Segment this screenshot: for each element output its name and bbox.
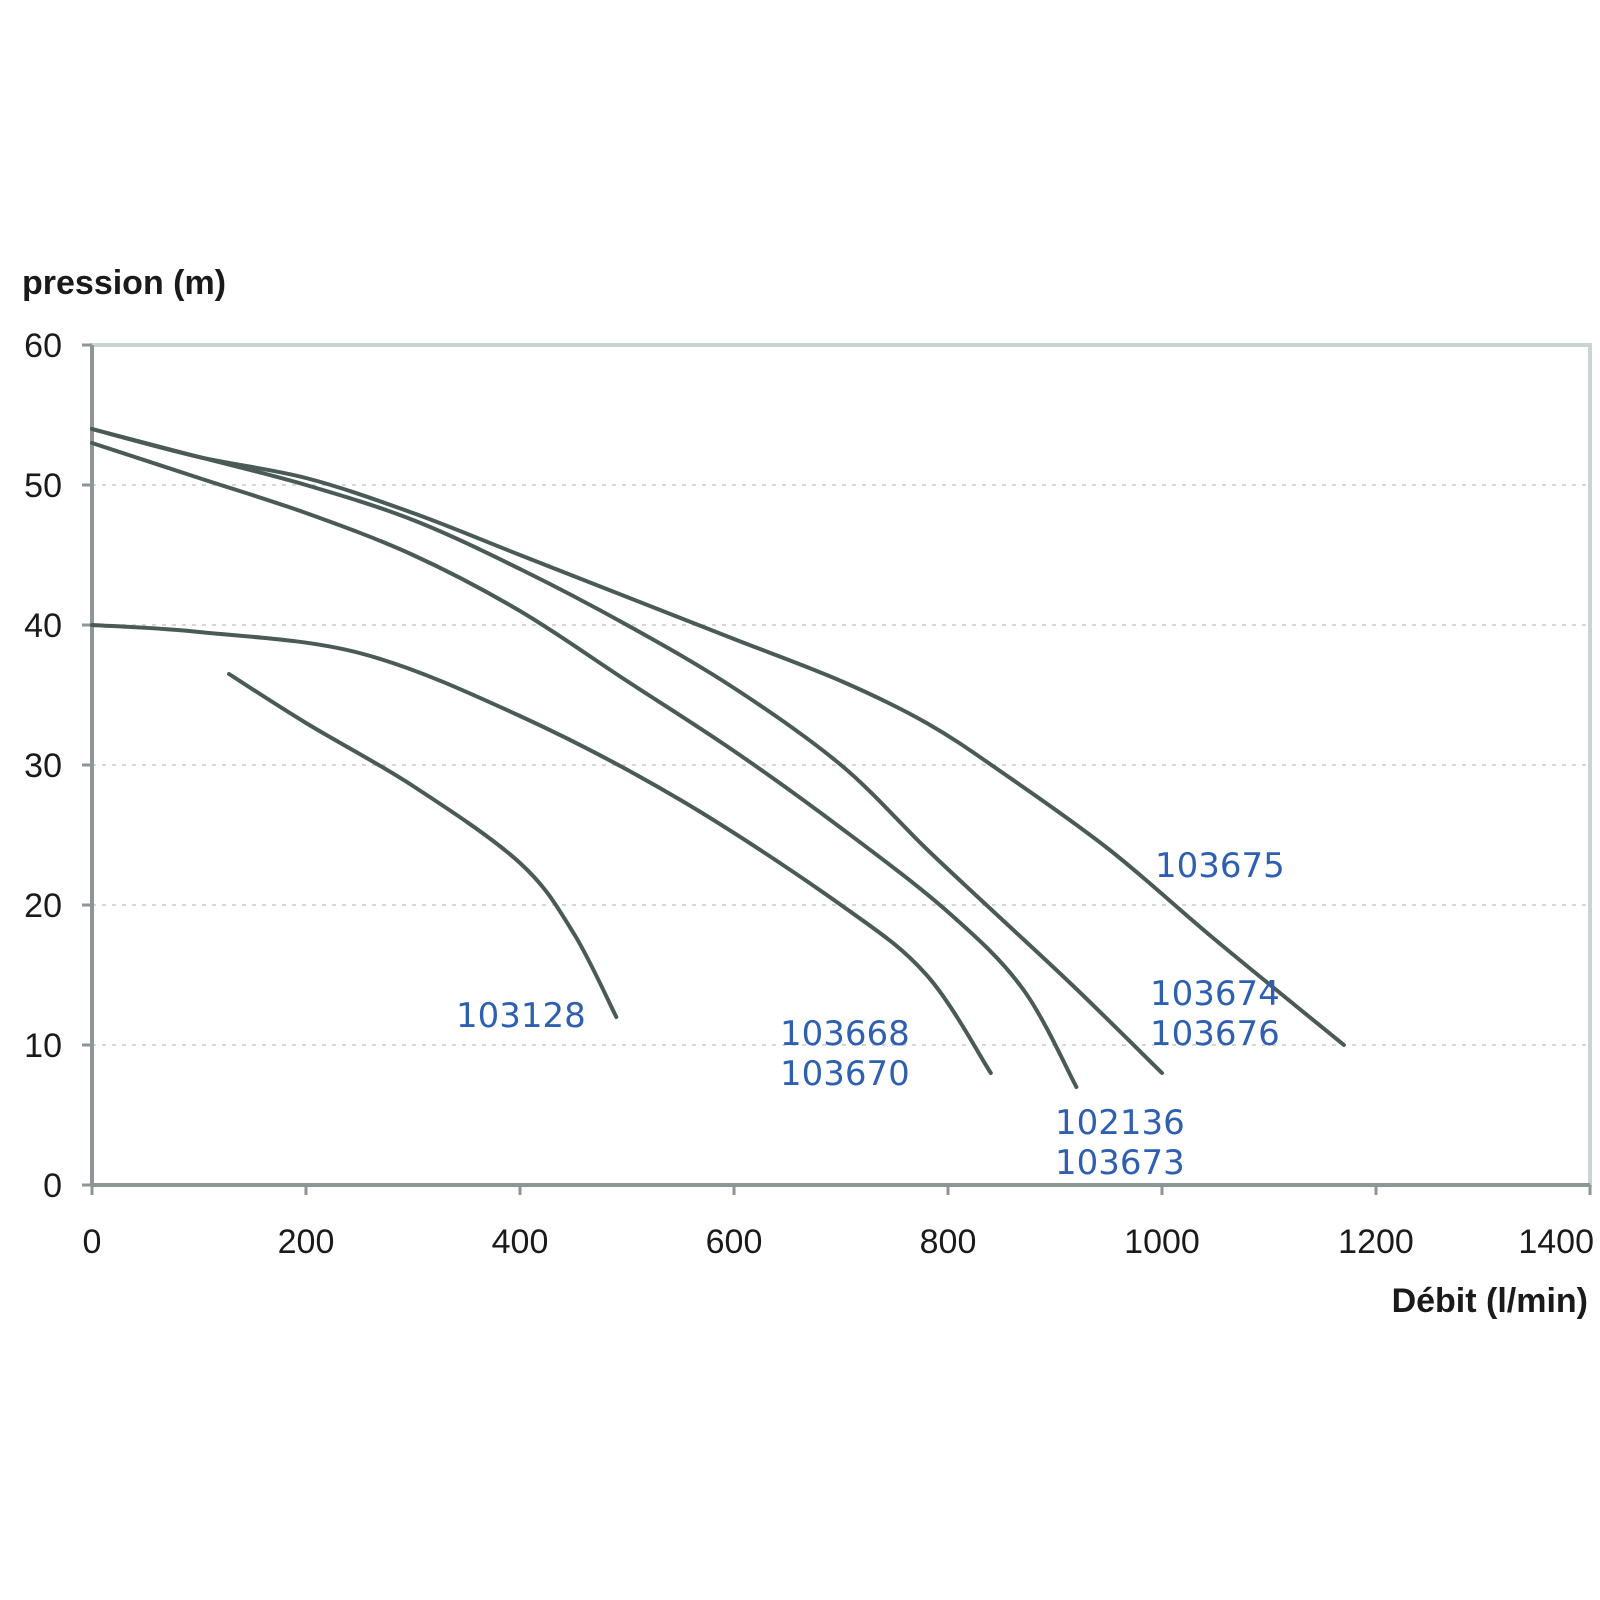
y-tick-label: 10 — [24, 1027, 62, 1065]
y-axis-title: pression (m) — [22, 264, 226, 302]
curve-layer — [90, 427, 1346, 1089]
y-tick-label: 50 — [24, 467, 62, 505]
curve-103675 — [90, 427, 1346, 1047]
curve-label-103674: 103674 — [1150, 974, 1280, 1014]
curve-label-103668: 103668 — [780, 1014, 910, 1054]
curve-103128 — [227, 672, 619, 1019]
y-tick-label: 60 — [24, 327, 62, 365]
curve-label-103670: 103670 — [780, 1054, 910, 1094]
curve-102136-103673 — [90, 441, 1079, 1089]
x-tick-label: 600 — [706, 1223, 763, 1261]
curve-103674-103676 — [90, 427, 1164, 1075]
curve-label-103128: 103128 — [456, 996, 586, 1036]
curve-label-103676: 103676 — [1150, 1014, 1280, 1054]
y-tick-label: 0 — [43, 1167, 62, 1205]
curve-label-103673: 103673 — [1055, 1143, 1185, 1183]
y-tick-label: 30 — [24, 747, 62, 785]
curve-label-103675: 103675 — [1155, 846, 1285, 886]
x-tick-label: 1000 — [1124, 1223, 1200, 1261]
y-tick-label: 20 — [24, 887, 62, 925]
x-tick-label: 1400 — [1518, 1223, 1594, 1261]
x-tick-label: 0 — [83, 1223, 102, 1261]
x-tick-label: 200 — [278, 1223, 335, 1261]
y-tick-label: 40 — [24, 607, 62, 645]
x-axis-title: Débit (l/min) — [1392, 1282, 1588, 1320]
x-tick-label: 800 — [920, 1223, 977, 1261]
x-tick-label: 400 — [492, 1223, 549, 1261]
curve-label-102136: 102136 — [1055, 1103, 1185, 1143]
curve-103668-103670 — [90, 623, 993, 1075]
curve-label-layer: 103128 1036681036701021361036731036741036… — [456, 846, 1285, 1183]
x-tick-label: 1200 — [1338, 1223, 1414, 1261]
